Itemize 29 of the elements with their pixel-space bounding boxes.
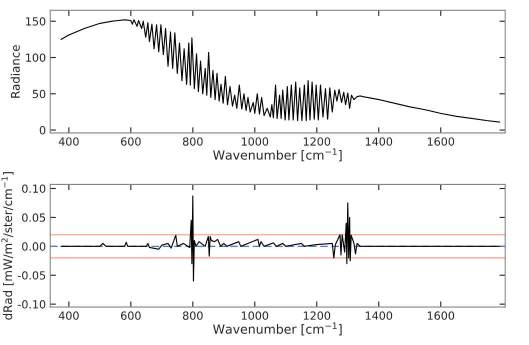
x-tick-label: 1200: [304, 137, 330, 146]
x-tick-label: 800: [182, 311, 203, 320]
x-tick-label: 1200: [304, 311, 330, 320]
x-tick-label: 1000: [242, 311, 268, 320]
line-series: [60, 195, 500, 282]
x-tick-label: 600: [121, 311, 141, 320]
x-tick-label: 1600: [428, 311, 454, 320]
x-tick-label: 400: [58, 311, 79, 320]
y-tick-label: 50: [32, 90, 46, 98]
y-tick-label: -0.05: [18, 271, 46, 280]
x-tick-label: 600: [121, 137, 141, 146]
y-tick-label: 0.10: [22, 184, 46, 193]
y-tick-label: -0.10: [18, 300, 46, 309]
x-axis-title: Wavenumber [cm$^{−1}$]: [213, 322, 342, 336]
y-axis-title: dRad [mW/m$^{2}$/ster/cm$^{−1}$]: [1, 172, 14, 320]
x-tick-label: 1400: [366, 311, 392, 320]
x-axis-title: Wavenumber [cm$^{−1}$]: [213, 148, 342, 162]
x-tick-label: 1600: [428, 137, 454, 146]
x-tick-label: 400: [58, 137, 79, 146]
y-axis-title: Radiance: [10, 45, 20, 98]
x-tick-label: 800: [182, 137, 203, 146]
y-tick-label: 0.00: [22, 242, 46, 251]
x-tick-label: 1000: [242, 137, 268, 146]
line-series: [60, 19, 500, 123]
y-tick-label: 0.05: [22, 213, 46, 222]
y-tick-label: 0: [40, 126, 46, 134]
y-tick-label: 100: [26, 53, 46, 62]
x-tick-label: 1400: [366, 137, 392, 146]
y-tick-label: 150: [26, 17, 46, 26]
